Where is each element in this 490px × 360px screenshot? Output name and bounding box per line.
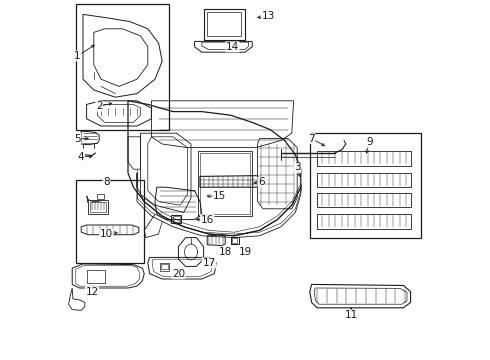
Text: 20: 20 [172, 269, 185, 279]
Text: 16: 16 [200, 215, 214, 225]
Text: 17: 17 [202, 258, 216, 268]
Text: 19: 19 [238, 247, 252, 257]
Text: 2: 2 [96, 101, 102, 111]
Text: 4: 4 [78, 152, 84, 162]
Text: 3: 3 [294, 162, 300, 172]
Text: 1: 1 [74, 51, 81, 61]
Text: 5: 5 [74, 134, 81, 144]
Text: 14: 14 [226, 42, 239, 52]
Text: 7: 7 [308, 134, 315, 144]
Text: 9: 9 [366, 137, 372, 147]
Text: 12: 12 [85, 287, 98, 297]
Text: 10: 10 [100, 229, 113, 239]
Text: 11: 11 [344, 310, 358, 320]
Text: 13: 13 [262, 11, 275, 21]
Text: 18: 18 [219, 247, 232, 257]
Text: 6: 6 [258, 177, 265, 187]
Text: 15: 15 [213, 191, 226, 201]
Text: 8: 8 [103, 177, 110, 187]
